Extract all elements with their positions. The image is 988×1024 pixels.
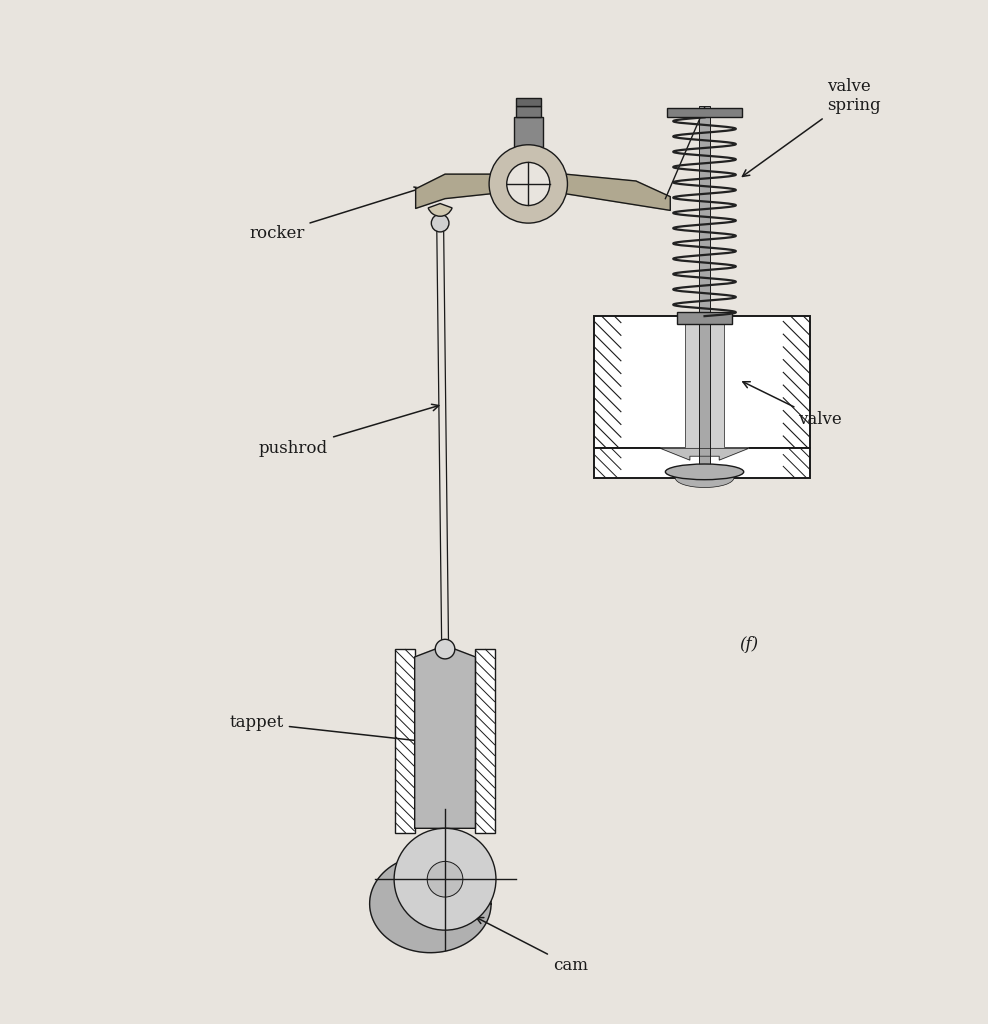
Ellipse shape — [665, 464, 744, 479]
Text: tappet: tappet — [229, 715, 426, 744]
Bar — [667, 108, 742, 118]
Bar — [516, 97, 541, 105]
Bar — [699, 105, 710, 482]
Text: (f): (f) — [739, 636, 758, 653]
Text: valve
spring: valve spring — [742, 78, 880, 176]
Circle shape — [489, 144, 567, 223]
Bar — [395, 649, 415, 834]
Ellipse shape — [675, 468, 734, 487]
Bar — [516, 105, 541, 118]
Bar — [594, 316, 810, 449]
Bar — [677, 312, 732, 324]
Text: cam: cam — [476, 918, 588, 974]
Circle shape — [427, 861, 462, 897]
Polygon shape — [370, 855, 491, 952]
Circle shape — [432, 214, 449, 231]
Circle shape — [436, 639, 454, 658]
Bar — [514, 118, 543, 146]
Polygon shape — [415, 649, 475, 828]
Circle shape — [507, 163, 549, 206]
Polygon shape — [416, 174, 670, 210]
Text: valve: valve — [743, 382, 842, 428]
Polygon shape — [660, 449, 749, 460]
Wedge shape — [428, 204, 453, 216]
Bar — [685, 316, 724, 449]
Circle shape — [394, 828, 496, 930]
Bar — [594, 449, 810, 478]
Bar — [475, 649, 495, 834]
Text: pushrod: pushrod — [259, 404, 439, 458]
Text: rocker: rocker — [249, 187, 421, 242]
